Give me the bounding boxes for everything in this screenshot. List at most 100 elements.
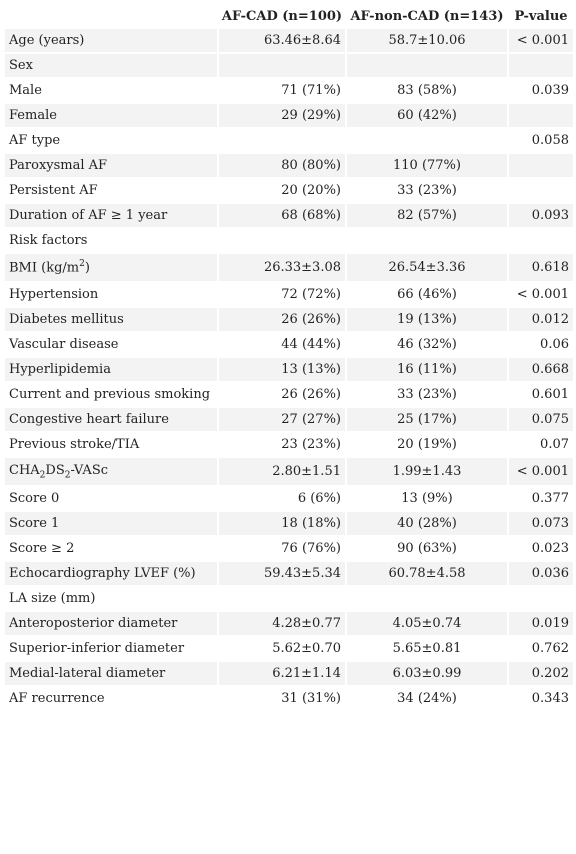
row-label: Paroxysmal AF — [5, 154, 217, 177]
table-row: Diabetes mellitus 26 (26%) 19 (13%) 0.01… — [5, 308, 573, 331]
bmi-label-close: ) — [84, 260, 90, 276]
row-label: Persistent AF — [5, 179, 217, 202]
cell-af-non-cad: 34 (24%) — [347, 687, 507, 710]
row-label: Score 0 — [5, 487, 217, 510]
cell-af-non-cad: 19 (13%) — [347, 308, 507, 331]
cell-p-value: 0.618 — [509, 254, 573, 281]
chads-label-c: -VASc — [70, 462, 109, 478]
row-label: Hyperlipidemia — [5, 358, 217, 381]
cell-af-non-cad: 60.78±4.58 — [347, 562, 507, 585]
table-row: Medial-lateral diameter 6.21±1.14 6.03±0… — [5, 662, 573, 685]
table-row: AF recurrence 31 (31%) 34 (24%) 0.343 — [5, 687, 573, 710]
cell-p-value — [509, 154, 573, 177]
cell-af-non-cad: 1.99±1.43 — [347, 458, 507, 485]
bmi-label-text: BMI (kg/m — [9, 260, 80, 276]
cell-p-value: 0.058 — [509, 129, 573, 152]
table-row: BMI (kg/m2) 26.33±3.08 26.54±3.36 0.618 — [5, 254, 573, 281]
table-row: Hypertension 72 (72%) 66 (46%) < 0.001 — [5, 283, 573, 306]
row-label: Score ≥ 2 — [5, 537, 217, 560]
table-row: Superior-inferior diameter 5.62±0.70 5.6… — [5, 637, 573, 660]
cell-af-cad: 68 (68%) — [219, 204, 345, 227]
row-label: Superior-inferior diameter — [5, 637, 217, 660]
row-label: Medial-lateral diameter — [5, 662, 217, 685]
cell-af-cad: 71 (71%) — [219, 79, 345, 102]
header-p-value: P-value — [509, 6, 573, 27]
cell-af-non-cad: 13 (9%) — [347, 487, 507, 510]
cell-af-cad: 20 (20%) — [219, 179, 345, 202]
cell-p-value: 0.668 — [509, 358, 573, 381]
cell-p-value: 0.377 — [509, 487, 573, 510]
table-row: Persistent AF 20 (20%) 33 (23%) — [5, 179, 573, 202]
cell-p-value: 0.012 — [509, 308, 573, 331]
cell-p-value: < 0.001 — [509, 283, 573, 306]
row-label: Previous stroke/TIA — [5, 433, 217, 456]
chads-label-b: DS — [45, 462, 65, 478]
row-label: LA size (mm) — [5, 587, 217, 610]
table-row: CHA2DS2-VASc 2.80±1.51 1.99±1.43 < 0.001 — [5, 458, 573, 485]
cell-af-cad: 23 (23%) — [219, 433, 345, 456]
header-row: AF-CAD (n=100) AF-non-CAD (n=143) P-valu… — [5, 6, 573, 27]
table-row: Echocardiography LVEF (%) 59.43±5.34 60.… — [5, 562, 573, 585]
cell-af-non-cad: 26.54±3.36 — [347, 254, 507, 281]
cell-af-non-cad: 20 (19%) — [347, 433, 507, 456]
cell-af-cad: 26 (26%) — [219, 308, 345, 331]
cell-p-value: < 0.001 — [509, 29, 573, 52]
cell-p-value: 0.073 — [509, 512, 573, 535]
cell-af-non-cad: 60 (42%) — [347, 104, 507, 127]
row-label: Sex — [5, 54, 217, 77]
table-row: Vascular disease 44 (44%) 46 (32%) 0.06 — [5, 333, 573, 356]
cell-af-cad: 18 (18%) — [219, 512, 345, 535]
cell-af-cad: 13 (13%) — [219, 358, 345, 381]
cell-af-cad: 2.80±1.51 — [219, 458, 345, 485]
cell-af-non-cad: 66 (46%) — [347, 283, 507, 306]
row-label: Duration of AF ≥ 1 year — [5, 204, 217, 227]
cell-af-non-cad — [347, 129, 507, 152]
cell-af-non-cad: 6.03±0.99 — [347, 662, 507, 685]
cell-af-non-cad: 40 (28%) — [347, 512, 507, 535]
cell-af-cad: 63.46±8.64 — [219, 29, 345, 52]
table-row: Duration of AF ≥ 1 year 68 (68%) 82 (57%… — [5, 204, 573, 227]
cell-af-non-cad: 90 (63%) — [347, 537, 507, 560]
cell-af-cad: 72 (72%) — [219, 283, 345, 306]
cell-p-value: 0.036 — [509, 562, 573, 585]
cell-af-cad: 5.62±0.70 — [219, 637, 345, 660]
cell-af-non-cad: 58.7±10.06 — [347, 29, 507, 52]
table-row: Risk factors — [5, 229, 573, 252]
cell-af-non-cad: 82 (57%) — [347, 204, 507, 227]
cell-af-non-cad — [347, 54, 507, 77]
table-row: Age (years) 63.46±8.64 58.7±10.06 < 0.00… — [5, 29, 573, 52]
cell-af-cad — [219, 229, 345, 252]
cell-p-value — [509, 54, 573, 77]
chads-label-a: CHA — [9, 462, 40, 478]
table-row: LA size (mm) — [5, 587, 573, 610]
table-row: Paroxysmal AF 80 (80%) 110 (77%) — [5, 154, 573, 177]
cell-af-cad — [219, 587, 345, 610]
cell-p-value: 0.023 — [509, 537, 573, 560]
table-row: Hyperlipidemia 13 (13%) 16 (11%) 0.668 — [5, 358, 573, 381]
row-label: BMI (kg/m2) — [5, 254, 217, 281]
row-label: Anteroposterior diameter — [5, 612, 217, 635]
cell-af-cad: 26 (26%) — [219, 383, 345, 406]
cell-af-cad: 6 (6%) — [219, 487, 345, 510]
baseline-characteristics-table: AF-CAD (n=100) AF-non-CAD (n=143) P-valu… — [3, 4, 575, 712]
cell-p-value: 0.202 — [509, 662, 573, 685]
table-row: Congestive heart failure 27 (27%) 25 (17… — [5, 408, 573, 431]
table-row: Current and previous smoking 26 (26%) 33… — [5, 383, 573, 406]
cell-af-cad — [219, 54, 345, 77]
cell-p-value — [509, 179, 573, 202]
cell-af-non-cad — [347, 587, 507, 610]
row-label: CHA2DS2-VASc — [5, 458, 217, 485]
table-row: Sex — [5, 54, 573, 77]
cell-af-cad: 31 (31%) — [219, 687, 345, 710]
cell-p-value: 0.343 — [509, 687, 573, 710]
cell-p-value: 0.07 — [509, 433, 573, 456]
header-af-cad: AF-CAD (n=100) — [219, 6, 345, 27]
cell-p-value — [509, 104, 573, 127]
cell-af-non-cad: 4.05±0.74 — [347, 612, 507, 635]
cell-p-value: 0.762 — [509, 637, 573, 660]
cell-af-non-cad: 33 (23%) — [347, 179, 507, 202]
bmi-label-superscript: 2 — [79, 259, 85, 270]
cell-af-cad: 6.21±1.14 — [219, 662, 345, 685]
cell-p-value: 0.039 — [509, 79, 573, 102]
row-label: Vascular disease — [5, 333, 217, 356]
